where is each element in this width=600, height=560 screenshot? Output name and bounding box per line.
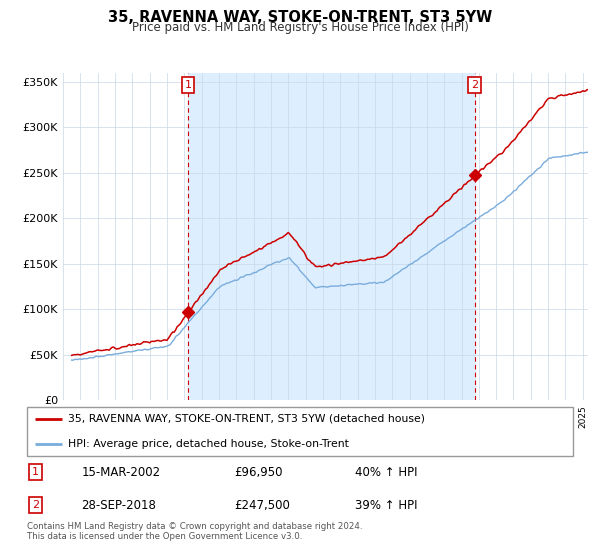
Text: 2: 2 xyxy=(32,500,39,510)
Text: 15-MAR-2002: 15-MAR-2002 xyxy=(82,465,161,479)
Text: £247,500: £247,500 xyxy=(235,498,290,512)
Text: 40% ↑ HPI: 40% ↑ HPI xyxy=(355,465,417,479)
Text: 28-SEP-2018: 28-SEP-2018 xyxy=(82,498,157,512)
Text: 35, RAVENNA WAY, STOKE-ON-TRENT, ST3 5YW: 35, RAVENNA WAY, STOKE-ON-TRENT, ST3 5YW xyxy=(108,10,492,25)
FancyBboxPatch shape xyxy=(27,407,573,456)
Text: 2: 2 xyxy=(471,80,478,90)
Text: Price paid vs. HM Land Registry's House Price Index (HPI): Price paid vs. HM Land Registry's House … xyxy=(131,21,469,34)
Text: Contains HM Land Registry data © Crown copyright and database right 2024.
This d: Contains HM Land Registry data © Crown c… xyxy=(27,522,362,542)
Text: £96,950: £96,950 xyxy=(235,465,283,479)
Text: 1: 1 xyxy=(32,467,38,477)
Text: 39% ↑ HPI: 39% ↑ HPI xyxy=(355,498,417,512)
Text: HPI: Average price, detached house, Stoke-on-Trent: HPI: Average price, detached house, Stok… xyxy=(68,438,349,449)
Bar xyxy=(188,73,475,400)
Text: 1: 1 xyxy=(184,80,191,90)
Text: 35, RAVENNA WAY, STOKE-ON-TRENT, ST3 5YW (detached house): 35, RAVENNA WAY, STOKE-ON-TRENT, ST3 5YW… xyxy=(68,414,425,424)
